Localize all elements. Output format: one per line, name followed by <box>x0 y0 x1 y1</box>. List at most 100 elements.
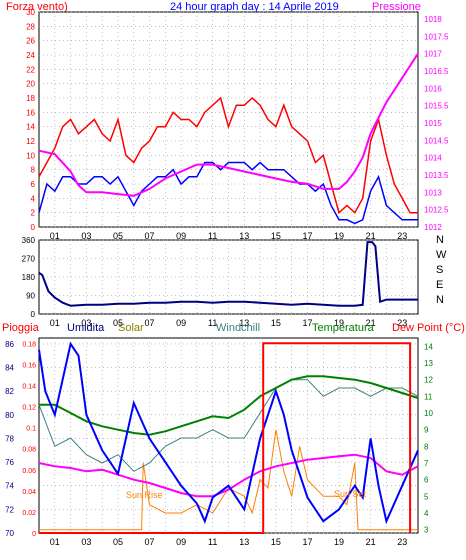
rain-y-tick: 0.16 <box>22 362 36 369</box>
x-tick-label: 13 <box>239 318 249 328</box>
x-tick-label: 11 <box>208 231 217 241</box>
wind-force-line <box>38 96 418 215</box>
wind-y-tick: 28 <box>26 22 35 31</box>
temperature-y-tick: 6 <box>424 476 429 485</box>
humidity-y-tick: 72 <box>5 505 14 514</box>
wind-y-tick: 4 <box>31 194 36 203</box>
pressure-y-tick: 1014 <box>424 154 442 163</box>
direction-y-tick: 270 <box>22 255 36 264</box>
compass-label: N <box>436 234 444 246</box>
x-tick-label: 07 <box>145 537 155 547</box>
pressure-y-tick: 1013 <box>424 188 442 197</box>
solar-header: Solar <box>118 322 144 334</box>
temperature-y-tick: 4 <box>424 509 429 518</box>
wind-y-tick: 16 <box>26 108 35 117</box>
pressure-y-tick: 1015 <box>424 119 442 128</box>
wind-y-tick: 0 <box>31 223 36 232</box>
temperature-y-tick: 7 <box>424 459 429 468</box>
x-tick-label: 15 <box>271 537 281 547</box>
direction-y-tick: 0 <box>31 310 36 319</box>
pressure-y-tick: 1012 <box>424 223 442 232</box>
temperature-y-tick: 14 <box>424 342 433 351</box>
wind-y-tick: 14 <box>26 123 35 132</box>
x-tick-label: 15 <box>271 318 281 328</box>
wind-force-header: Forza vento) <box>6 1 68 13</box>
wind-y-tick: 2 <box>31 209 36 218</box>
temperature-y-tick: 12 <box>424 376 433 385</box>
pressure-y-tick: 1018 <box>424 15 442 24</box>
x-tick-label: 23 <box>397 537 407 547</box>
dewpoint-header: Dew Point (°C) <box>392 322 465 334</box>
x-tick-label: 19 <box>334 231 344 241</box>
x-tick-label: 17 <box>302 231 312 241</box>
direction-y-tick: 90 <box>26 292 35 301</box>
x-tick-label: 09 <box>176 537 186 547</box>
pressure-header: Pressione <box>372 1 421 13</box>
solar-line <box>39 429 418 531</box>
pressure-y-tick: 1014.5 <box>424 136 449 145</box>
x-tick-label: 05 <box>113 537 123 547</box>
x-tick-label: 11 <box>208 318 217 328</box>
humidity-y-tick: 80 <box>5 411 14 420</box>
temperature-y-tick: 11 <box>424 392 433 401</box>
pressure-y-tick: 1012.5 <box>424 206 449 215</box>
rain-y-tick: 0.08 <box>22 447 36 454</box>
humidity-y-tick: 84 <box>5 364 14 373</box>
pressure-y-tick: 1017 <box>424 50 442 59</box>
windchill-line <box>38 379 419 472</box>
rain-y-tick: 0.04 <box>22 489 36 496</box>
compass-label: W <box>436 249 447 261</box>
humidity-y-tick: 70 <box>5 529 14 538</box>
pressure-y-tick: 1016 <box>424 84 442 93</box>
temperature-y-tick: 13 <box>424 359 433 368</box>
wind-y-tick: 12 <box>26 137 35 146</box>
pressure-line <box>38 53 419 197</box>
temperature-y-tick: 5 <box>424 492 429 501</box>
direction-y-tick: 180 <box>22 273 36 282</box>
wind-y-tick: 8 <box>31 166 36 175</box>
x-tick-label: 13 <box>239 537 249 547</box>
x-tick-label: 21 <box>366 537 376 547</box>
wind-y-tick: 6 <box>31 180 36 189</box>
x-tick-label: 15 <box>271 231 281 241</box>
humidity-y-tick: 76 <box>5 458 14 467</box>
rain-y-tick: 0.18 <box>22 341 36 348</box>
x-tick-label: 21 <box>366 318 376 328</box>
sunset-label: Sun Set <box>334 489 367 499</box>
compass-label: N <box>436 294 444 306</box>
rain-line <box>39 342 412 534</box>
rain-y-tick: 0.12 <box>22 405 36 412</box>
humidity-header: Umidita <box>67 322 105 334</box>
graph-title: 24 hour graph day : 14 Aprile 2019 <box>170 1 339 13</box>
x-tick-label: 03 <box>81 537 91 547</box>
wind-y-tick: 20 <box>26 80 35 89</box>
x-tick-label: 01 <box>50 318 60 328</box>
rain-y-tick: 0.02 <box>22 510 36 517</box>
x-tick-label: 17 <box>302 537 312 547</box>
wind-y-tick: 24 <box>26 51 35 60</box>
x-tick-label: 09 <box>176 318 186 328</box>
humidity-line <box>38 341 419 525</box>
x-tick-label: 13 <box>239 231 249 241</box>
pressure-y-tick: 1015.5 <box>424 102 449 111</box>
wind-average-line <box>38 161 418 225</box>
x-tick-label: 03 <box>81 231 91 241</box>
humidity-y-tick: 78 <box>5 434 14 443</box>
compass-label: S <box>436 264 443 276</box>
x-tick-label: 07 <box>145 318 155 328</box>
wind-y-tick: 22 <box>26 65 35 74</box>
pressure-y-tick: 1013.5 <box>424 171 449 180</box>
rain-y-tick: 0.06 <box>22 468 36 475</box>
rain-header: Pioggia <box>2 322 40 334</box>
x-tick-label: 03 <box>81 318 91 328</box>
x-tick-label: 19 <box>334 537 344 547</box>
humidity-y-tick: 82 <box>5 387 14 396</box>
x-tick-label: 17 <box>302 318 312 328</box>
humidity-y-tick: 74 <box>5 482 14 491</box>
wind-y-tick: 30 <box>26 8 35 17</box>
x-tick-label: 01 <box>50 537 60 547</box>
dewpoint-line <box>38 453 419 498</box>
temperature-y-tick: 9 <box>424 426 429 435</box>
temperature-y-tick: 3 <box>424 526 429 535</box>
